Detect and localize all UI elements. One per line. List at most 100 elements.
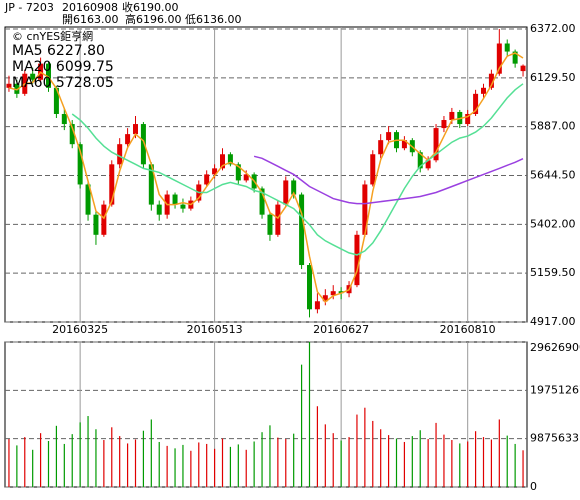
volume-bar	[411, 436, 413, 487]
volume-bar	[324, 424, 326, 487]
candle-body	[133, 124, 138, 135]
y-tick-label: 5644.50	[530, 169, 576, 182]
volume-bar	[150, 419, 152, 487]
volume-bar	[514, 443, 516, 487]
volume-bar	[198, 442, 200, 487]
volume-bar	[506, 435, 508, 487]
volume-bar	[261, 432, 263, 487]
volume-bar	[32, 449, 34, 487]
candle-body	[465, 113, 471, 125]
candle-body	[30, 73, 36, 80]
volume-bar	[372, 420, 374, 487]
plot: 6372.00 6129.50 5887.00 5644.50 5402.00 5159.…	[5, 22, 580, 493]
candle-body	[172, 194, 178, 205]
volume-bar	[269, 425, 271, 487]
high: 高6196.00	[125, 12, 182, 26]
candle-body	[488, 73, 494, 88]
volume-frame	[4, 341, 528, 488]
candle-body	[449, 111, 455, 121]
candle-body	[362, 184, 368, 235]
candle-body	[267, 214, 273, 235]
candle-body	[101, 204, 107, 235]
open: 開6163.00	[62, 13, 119, 26]
volume-bar	[221, 438, 224, 487]
volume-bar	[293, 433, 295, 487]
ma-line	[253, 155, 524, 205]
volume-bar	[380, 429, 382, 487]
candle-body	[148, 164, 154, 205]
y-tick-label: 0	[530, 480, 537, 493]
volume-bar	[348, 437, 350, 487]
candle-body	[85, 184, 91, 215]
candle-body	[259, 188, 265, 215]
volume-bar	[16, 445, 18, 487]
volume-bar	[364, 407, 366, 487]
volume-bar	[237, 444, 239, 487]
legend-entry: MA5 6227.80	[12, 43, 105, 59]
volume-bar	[387, 435, 390, 487]
volume-bar	[182, 444, 184, 487]
y-tick-label: 29626900	[530, 341, 580, 354]
candle-body	[46, 63, 51, 88]
symbol: JP - 7203	[4, 1, 54, 14]
volume-bar	[111, 427, 113, 487]
volume-bar	[158, 441, 160, 487]
candle-body	[204, 174, 210, 185]
volume-bar	[206, 443, 208, 487]
candle-body	[14, 83, 20, 94]
candle-body	[77, 144, 83, 185]
x-tick-label: 20160325	[52, 323, 108, 336]
volume-bar	[55, 425, 58, 487]
volume-bar	[245, 449, 247, 487]
candle-body	[307, 265, 312, 310]
candle-body	[243, 174, 249, 181]
volume-bar	[308, 342, 311, 487]
volume-bar	[451, 440, 453, 487]
candle-body	[322, 295, 328, 302]
volume-bar	[24, 437, 26, 487]
candle-body	[220, 154, 225, 169]
candle-body	[117, 144, 123, 165]
candle-body	[370, 154, 376, 185]
volume-bar	[253, 441, 255, 487]
candle-body	[227, 154, 233, 165]
volume-bar	[467, 441, 469, 487]
volume-bar	[119, 436, 121, 487]
volume-bar	[95, 429, 97, 487]
close: 收6190.00	[122, 0, 179, 14]
legend-entry: MA20 6099.75	[12, 59, 114, 75]
candle-body	[125, 134, 131, 145]
candle-body	[481, 87, 486, 94]
x-tick-label: 20160513	[187, 323, 243, 336]
candle-body	[283, 180, 289, 205]
volume-bar	[459, 443, 461, 487]
y-tick-label: 4917.00	[530, 315, 576, 328]
candle-body	[512, 51, 518, 64]
source: © cnYES鉅亨網	[12, 29, 93, 43]
volume-bar	[126, 443, 129, 487]
volume-bar	[419, 430, 421, 487]
candle-body	[156, 204, 162, 215]
candle-body	[433, 128, 439, 161]
candle-body	[299, 194, 305, 266]
candle-body	[140, 124, 146, 165]
volume-bar	[395, 438, 398, 487]
legend-entry: MA60 5728.05	[12, 75, 114, 91]
volume-bar	[356, 414, 358, 487]
candle-body	[504, 43, 510, 52]
candle-body	[401, 140, 407, 149]
volume-bar	[332, 433, 334, 487]
candle-body	[109, 164, 115, 205]
candle-body	[417, 152, 423, 169]
volume-bar	[71, 434, 73, 487]
candle-body	[212, 168, 218, 175]
candle-body	[338, 291, 344, 294]
y-tick-label: 5887.00	[530, 120, 576, 133]
candle-body	[235, 164, 241, 181]
volume-bar	[498, 419, 500, 487]
volume-bar	[300, 364, 303, 487]
volume-bar	[427, 439, 429, 487]
volume-bar	[142, 430, 145, 487]
candle-body	[53, 87, 59, 114]
